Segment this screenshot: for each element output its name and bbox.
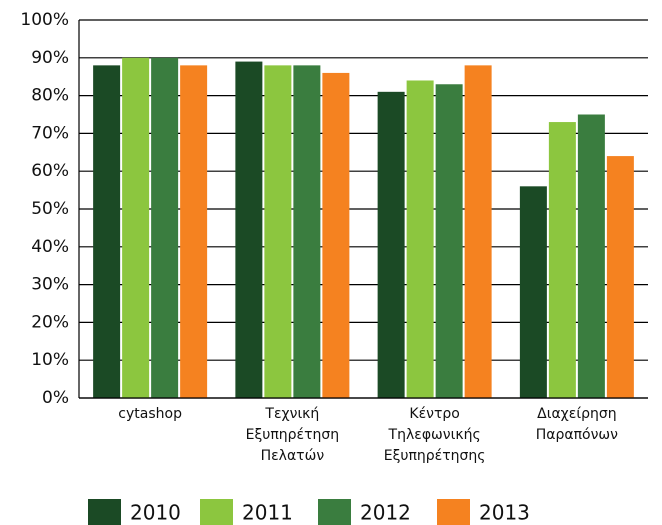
bar xyxy=(577,114,605,398)
legend-swatch xyxy=(200,499,233,525)
bar xyxy=(122,57,150,399)
legend-label: 2013 xyxy=(479,501,530,525)
x-tick-label: cytashop xyxy=(118,406,182,422)
legend-swatch xyxy=(318,499,351,525)
legend-swatch xyxy=(88,499,121,525)
y-tick-label: 20% xyxy=(31,312,69,332)
y-tick-label: 80% xyxy=(31,86,69,106)
legend-label: 2010 xyxy=(130,501,181,525)
x-tick-label: Τεχνική Εξυπηρέτηση Πελατών xyxy=(246,406,340,464)
y-tick-label: 50% xyxy=(31,199,69,219)
bar xyxy=(180,65,208,399)
y-tick-label: 30% xyxy=(31,275,69,295)
bar xyxy=(548,122,576,398)
bar xyxy=(293,65,321,399)
bar xyxy=(93,65,121,399)
bar xyxy=(435,84,463,398)
bar xyxy=(151,57,179,399)
bar xyxy=(377,91,405,398)
bar xyxy=(235,61,263,399)
bar xyxy=(406,80,434,398)
x-tick-label: Κέντρο Τηλεφωνικής Εξυπηρέτησης xyxy=(384,406,486,464)
bar xyxy=(606,156,634,398)
x-tick-label: Διαχείρηση Παραπόνων xyxy=(536,406,618,443)
legend-swatch xyxy=(437,499,470,525)
y-tick-label: 40% xyxy=(31,237,69,257)
y-tick-label: 100% xyxy=(20,10,69,30)
y-tick-label: 0% xyxy=(42,388,69,408)
legend-label: 2011 xyxy=(242,501,293,525)
bar xyxy=(464,65,492,399)
legend-label: 2012 xyxy=(360,501,411,525)
y-tick-label: 90% xyxy=(31,48,69,68)
y-tick-label: 70% xyxy=(31,123,69,143)
bar xyxy=(519,186,547,398)
y-tick-label: 60% xyxy=(31,161,69,181)
y-tick-label: 10% xyxy=(31,350,69,370)
bar xyxy=(322,72,350,399)
bar xyxy=(264,65,292,399)
